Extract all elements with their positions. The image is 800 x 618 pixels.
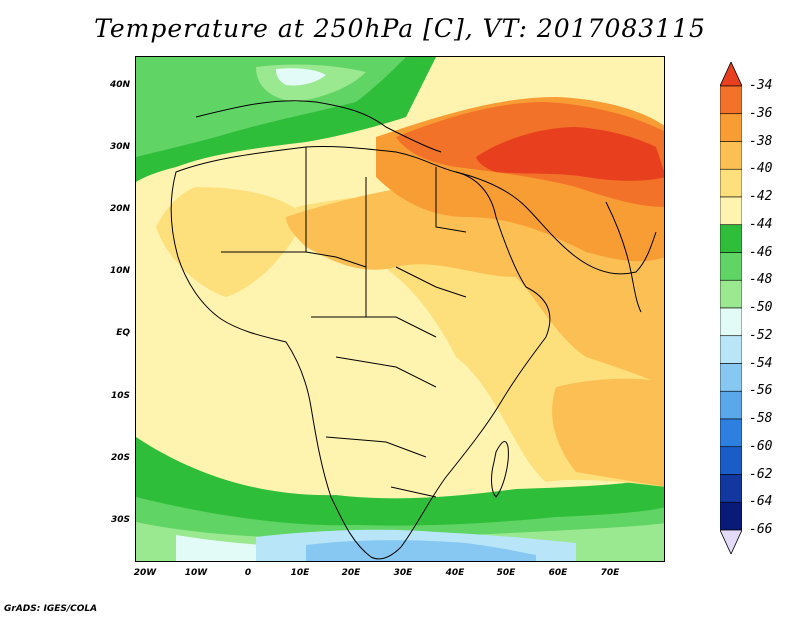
colorbar-label: -46 bbox=[749, 244, 773, 260]
lat-label-30s: 30S bbox=[110, 515, 130, 525]
colorbar-label: -48 bbox=[749, 272, 773, 288]
colorbar-label: -42 bbox=[749, 189, 773, 204]
colorbar-cell bbox=[720, 474, 742, 503]
map-plot-area bbox=[135, 56, 665, 562]
colorbar-cell bbox=[720, 390, 742, 420]
lat-label-20n: 20N bbox=[109, 204, 130, 214]
colorbar bbox=[720, 62, 742, 554]
colorbar-label: -40 bbox=[749, 161, 773, 177]
lon-label-50e: 50E bbox=[496, 568, 516, 578]
colorbar-cell bbox=[720, 363, 742, 392]
colorbar-label: -58 bbox=[749, 411, 773, 426]
lon-label-60e: 60E bbox=[548, 568, 568, 578]
lat-label-10s: 10S bbox=[110, 391, 130, 401]
colorbar-label: -60 bbox=[749, 438, 773, 454]
colorbar-cell bbox=[720, 252, 742, 281]
lat-label-20s: 20S bbox=[110, 453, 130, 463]
lat-label-10n: 10N bbox=[109, 266, 130, 276]
colorbar-label: -36 bbox=[749, 105, 773, 121]
colorbar-label: -54 bbox=[749, 355, 773, 371]
lon-label-30e: 30E bbox=[393, 568, 413, 578]
colorbar-top-triangle bbox=[720, 62, 742, 87]
coastline-outline bbox=[170, 100, 657, 560]
field-band-40-east bbox=[552, 378, 664, 487]
lon-label-70e: 70E bbox=[600, 568, 620, 578]
lat-label-40n: 40N bbox=[109, 80, 130, 90]
colorbar-label: -34 bbox=[749, 78, 773, 93]
colorbar-label: -38 bbox=[749, 133, 773, 149]
temperature-field-map bbox=[136, 57, 664, 561]
map-title: Temperature at 250hPa [C], VT: 201708311… bbox=[94, 14, 706, 43]
lon-label-40e: 40E bbox=[445, 568, 465, 578]
colorbar-cell bbox=[720, 335, 742, 364]
lon-label-10e: 10E bbox=[290, 568, 310, 578]
colorbar-cell bbox=[720, 168, 742, 198]
colorbar-label: -44 bbox=[749, 216, 773, 232]
colorbar-cell bbox=[720, 113, 742, 142]
colorbar-label: -50 bbox=[749, 300, 773, 315]
colorbar-label: -66 bbox=[749, 522, 773, 537]
grads-credit: GrADS: IGES/COLA bbox=[4, 604, 98, 614]
lon-label-20w: 20W bbox=[133, 568, 157, 578]
colorbar-cell bbox=[720, 307, 742, 337]
lon-label-20e: 20E bbox=[341, 568, 361, 578]
colorbar-bottom-triangle bbox=[720, 529, 742, 554]
colorbar-cell bbox=[720, 279, 742, 309]
colorbar-cell bbox=[720, 141, 742, 170]
colorbar-cells bbox=[720, 85, 742, 531]
lon-label-0: 0 bbox=[244, 568, 252, 578]
colorbar-label: -62 bbox=[749, 466, 773, 482]
field-band-34 bbox=[476, 127, 664, 181]
colorbar-cell bbox=[720, 224, 742, 253]
colorbar-cell bbox=[720, 196, 742, 226]
colorbar-cell bbox=[720, 501, 742, 531]
field-band-north-cyan bbox=[276, 68, 326, 86]
lat-label-30n: 30N bbox=[109, 142, 130, 152]
field-band-south-midblue bbox=[306, 540, 536, 561]
colorbar-label: -64 bbox=[749, 494, 773, 510]
lon-label-10w: 10W bbox=[184, 568, 208, 578]
colorbar-cell bbox=[720, 446, 742, 475]
colorbar-label: -52 bbox=[749, 327, 773, 343]
colorbar-cell bbox=[720, 85, 742, 115]
lat-label-eq: EQ bbox=[116, 328, 130, 338]
colorbar-cell bbox=[720, 418, 742, 448]
field-band-42-west bbox=[156, 187, 306, 297]
colorbar-label: -56 bbox=[749, 383, 773, 399]
